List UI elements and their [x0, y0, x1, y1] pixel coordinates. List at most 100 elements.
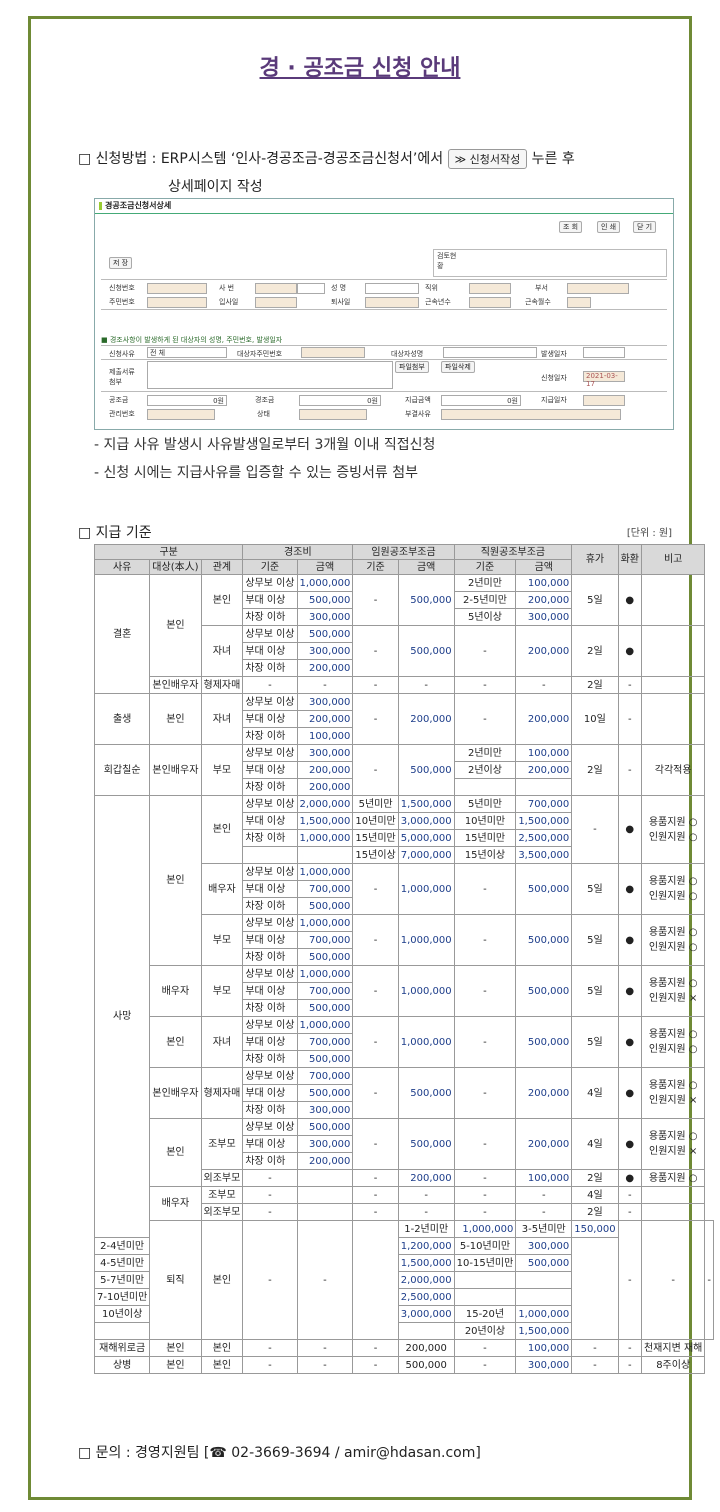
table-row: 10년이상 3,000,000 15-20년 1,000,000	[93, 1305, 714, 1323]
table-row: 회갑칠순 본인배우자 부모 상무보 이상 300,000 -500,000 2년미만 1…	[93, 744, 714, 796]
table-row: 부대 이상 200,000	[95, 710, 714, 728]
erp-note-text: 경조사항이 발생하게 된 대상자의 성명, 주민번호, 발생일자	[109, 336, 283, 344]
th-sayu: 사유	[93, 559, 151, 575]
erp-label: 경조금	[255, 396, 275, 404]
erp-label: 관리번호	[109, 410, 135, 418]
table-row: 부대 이상 500,000	[95, 1084, 714, 1102]
erp-label: 퇴사일	[331, 298, 351, 306]
erp-search-button[interactable]: 조 회	[559, 221, 583, 233]
erp-note: ■ 경조사항이 발생하게 된 대상자의 성명, 주민번호, 발생일자	[101, 336, 283, 344]
table-row: 본인배우자 형제자매 - - - - - -2일 -	[95, 676, 714, 694]
erp-label: 지급금액	[405, 396, 431, 404]
th-crit: 기준	[352, 559, 399, 575]
th-amt: 금액	[296, 559, 354, 575]
bullet-2: - 신청 시에는 지급사유를 입증할 수 있는 증빙서류 첨부	[94, 465, 419, 481]
contact-line: □ 문의 : 경영지원팀 [☎ 02-3669-3694 / amir@hdas…	[78, 1445, 481, 1461]
erp-value: 0원	[367, 397, 378, 405]
erp-label: 대상자성명	[391, 350, 424, 358]
th-kyeong: 경조비	[242, 544, 354, 560]
method-line: □ 신청방법 : ERP시스템 ‘인사-경공조금-경공조금신청서’에서 ≫ 신청…	[78, 148, 575, 169]
erp-label: 상태	[257, 410, 270, 418]
apply-form-button[interactable]: ≫ 신청서작성	[447, 149, 528, 169]
erp-attach-button[interactable]: 파일첨부	[395, 361, 429, 373]
table-row: 출생 본인 자녀 상무보 이상 300,000 -200,000-200,000 10…	[93, 693, 714, 745]
erp-apply-date: 2021-03-17	[586, 372, 618, 388]
erp-save-button[interactable]: 저 장	[109, 257, 133, 269]
erp-label: 주민번호	[109, 298, 135, 306]
th-wreath: 화환	[617, 544, 642, 575]
th-note: 비고	[640, 544, 706, 575]
th-leave: 휴가	[571, 544, 619, 575]
erp-screenshot: 경공조금신청서상세 조 회 인 쇄 닫 기 저 장 검토현황 신청번호 사 번 …	[94, 198, 674, 430]
erp-label: 제출서류첨부	[109, 368, 135, 386]
table-row: 부대 이상 200,000 2년이상 200,000	[95, 761, 714, 779]
table-row: 배우자 부모 상무보 이상 1,000,000 -1,000,000-500,000 …	[95, 965, 714, 1017]
th-amt: 금액	[397, 559, 455, 575]
page-title: 경 · 공조금 신청 안내	[259, 56, 461, 81]
table-row: 차장 이하 500,000	[95, 948, 714, 966]
table-row: 부대 이상 300,000	[95, 642, 714, 660]
table-row: 부모 상무보 이상 1,000,000 -1,000,000-500,000 5일 ●…	[95, 914, 714, 966]
table-row: 7-10년미만 2,500,000	[93, 1288, 714, 1306]
table-row: 외조부모 - -200,000-100,000 2일 ● 용품지원 ○	[95, 1169, 714, 1187]
table-row: 차장 이하 300,000	[95, 1101, 714, 1119]
erp-close-button[interactable]: 닫 기	[633, 221, 657, 233]
erp-review-label: 검토현황	[437, 252, 457, 270]
table-row: 배우자 조부모 - - - - -4일 -	[95, 1186, 714, 1221]
th-crit: 기준	[242, 559, 298, 575]
table-row: 부대 이상 700,000	[95, 1033, 714, 1051]
erp-label: 근속년수	[425, 298, 451, 306]
th-gubun: 구분	[93, 544, 244, 560]
erp-header: 경공조금신청서상세	[95, 199, 673, 214]
erp-label: 발생일자	[541, 350, 567, 358]
erp-print-button[interactable]: 인 쇄	[597, 221, 621, 233]
criteria-body: 결혼 본인 본인 상무보 이상 1,000,000 -500,000 2년미만 100,…	[93, 574, 714, 1374]
table-row: 상병 본인 본인 - - -500,000-300,000- -8주이상	[93, 1356, 714, 1374]
table-row: 퇴직 본인 - - 1-2년미만 1,000,000 3-5년미만 150,000 ---	[95, 1220, 714, 1340]
criteria-title: □ 지급 기준	[78, 525, 152, 541]
table-row: 차장 이하 500,000	[95, 1050, 714, 1068]
table-row: 부대 이상 700,000	[95, 931, 714, 949]
th-rel: 관계	[200, 559, 244, 575]
table-row: 20년이상 1,500,000	[93, 1322, 714, 1340]
table-row: 차장 이하 200,000	[95, 1152, 714, 1170]
erp-label: 입사일	[219, 298, 239, 306]
th-jik: 직원공조부조금	[453, 544, 573, 560]
table-row: 부대 이상 700,000	[95, 982, 714, 1000]
th-im: 임원공조부조금	[352, 544, 455, 560]
table-row: 15년이상 7,000,000 15년이상 3,500,000	[95, 846, 714, 864]
th-target: 대상(本人)	[149, 559, 202, 575]
table-row: 차장 이하 500,000	[95, 999, 714, 1017]
method-line2: 상세페이지 작성	[168, 179, 263, 195]
unit-label: [단위 : 원]	[626, 528, 672, 539]
table-row: 본인배우자 형제자매 상무보 이상 700,000 -500,000-200,000 …	[95, 1067, 714, 1119]
erp-label: 신청번호	[109, 284, 135, 292]
erp-label: 신청일자	[541, 374, 567, 382]
apply-form-button-label: 신청서작성	[469, 153, 521, 166]
bullet-1: - 지급 사유 발생시 사유발생일로부터 3개월 이내 직접신청	[94, 437, 436, 453]
th-crit: 기준	[453, 559, 517, 575]
table-row: 재해위로금 본인 본인 - - -200,000-100,000- - 천재지변 재해	[93, 1339, 714, 1357]
table-row: 차장 이하 500,000	[95, 897, 714, 915]
erp-label: 지급일자	[541, 396, 567, 404]
method-suffix: 누른 후	[531, 151, 575, 167]
erp-label: 근속월수	[525, 298, 551, 306]
table-row: 자녀 상무보 이상 500,000 -500,000-200,000 2일 ●	[95, 625, 714, 677]
method-prefix: □ 신청방법 : ERP시스템 ‘인사-경공조금-경공조금신청서’에서	[78, 151, 444, 167]
table-row: 차장 이하 1,000,000 15년미만 5,000,000 15년미만 2,500,0…	[95, 829, 714, 847]
th-amt: 금액	[515, 559, 573, 575]
table-row: 본인 자녀 상무보 이상 1,000,000 -1,000,000-500,000 5…	[95, 1016, 714, 1068]
table-row: 배우자 상무보 이상 1,000,000 -1,000,000-500,000 5일…	[95, 863, 714, 915]
erp-label: 부서	[535, 284, 548, 292]
erp-value: 0원	[507, 397, 518, 405]
table-row: 본인 조부모 상무보 이상 500,000 -500,000-200,000 4일 ● 용…	[95, 1118, 714, 1187]
erp-reason-select[interactable]: 전 체	[150, 349, 166, 357]
erp-label: 부결사유	[405, 410, 431, 418]
erp-delete-button[interactable]: 파일삭제	[441, 361, 475, 373]
erp-header-label: 경공조금신청서상세	[105, 201, 172, 210]
table-row: 사망 본인 본인 상무보 이상 2,000,000 5년미만 1,500,000 5년미만…	[93, 795, 714, 1238]
erp-label: 대상자주민번호	[237, 350, 283, 358]
erp-label: 사 번	[219, 284, 235, 292]
table-row: 차장 이하 300,000 5년이상 300,000	[95, 608, 714, 626]
erp-label: 직위	[425, 284, 438, 292]
